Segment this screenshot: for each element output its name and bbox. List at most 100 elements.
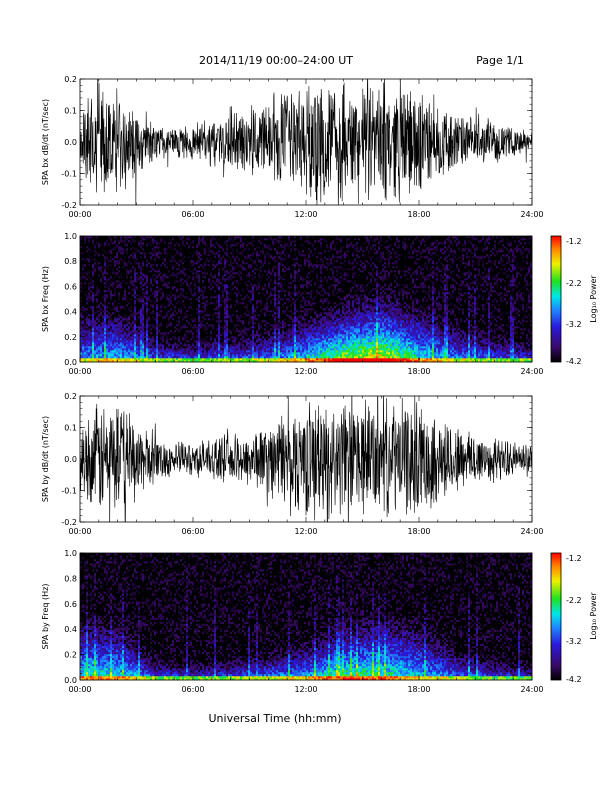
heatmap-cell	[200, 346, 203, 349]
heatmap-cell	[192, 304, 195, 307]
heatmap-cell	[116, 302, 119, 305]
heatmap-cell	[114, 286, 117, 289]
heatmap-cell	[200, 354, 203, 357]
heatmap-cell	[232, 346, 235, 349]
heatmap-cell	[146, 304, 149, 307]
heatmap-cell	[198, 252, 201, 255]
heatmap-cell	[110, 270, 113, 273]
heatmap-cell	[110, 264, 113, 267]
heatmap-cell	[200, 326, 203, 329]
heatmap-cell	[102, 280, 105, 283]
heatmap-cell	[174, 322, 177, 325]
heatmap-cell	[176, 262, 179, 265]
heatmap-cell	[174, 352, 177, 355]
heatmap-cell	[118, 354, 121, 357]
heatmap-cell	[88, 280, 91, 283]
heatmap-cell	[180, 262, 183, 265]
heatmap-cell	[214, 326, 217, 329]
heatmap-cell	[216, 298, 219, 301]
heatmap-cell	[204, 284, 207, 287]
heatmap-cell	[142, 264, 145, 267]
heatmap-cell	[90, 270, 93, 273]
heatmap-cell	[226, 322, 229, 325]
heatmap-cell	[86, 348, 89, 351]
heatmap-cell	[180, 256, 183, 259]
heatmap-cell	[94, 338, 97, 341]
heatmap-cell	[98, 314, 101, 317]
heatmap-cell	[100, 274, 103, 277]
heatmap-cell	[140, 340, 143, 343]
heatmap-cell	[200, 300, 203, 303]
heatmap-cell	[106, 316, 109, 319]
heatmap-cell	[116, 290, 119, 293]
heatmap-cell	[96, 354, 99, 357]
heatmap-cell	[126, 248, 129, 251]
heatmap-cell	[104, 310, 107, 313]
heatmap-cell	[228, 294, 231, 297]
heatmap-cell	[196, 322, 199, 325]
heatmap-cell	[184, 312, 187, 315]
heatmap-cell	[144, 356, 147, 359]
heatmap-cell	[98, 280, 101, 283]
heatmap-cell	[188, 340, 191, 343]
heatmap-cell	[118, 264, 121, 267]
heatmap-cell	[184, 282, 187, 285]
heatmap-cell	[86, 360, 89, 363]
heatmap-cell	[230, 294, 233, 297]
heatmap-cell	[92, 324, 95, 327]
heatmap-cell	[222, 324, 225, 327]
heatmap-cell	[94, 264, 97, 267]
heatmap-cell	[176, 344, 179, 347]
heatmap-cell	[130, 338, 133, 341]
heatmap-cell	[150, 238, 153, 241]
heatmap-cell	[228, 314, 231, 317]
heatmap-cell	[178, 326, 181, 329]
heatmap-cell	[170, 292, 173, 295]
heatmap-cell	[142, 266, 145, 269]
heatmap-cell	[96, 308, 99, 311]
heatmap-cell	[92, 246, 95, 249]
heatmap-cell	[114, 294, 117, 297]
heatmap-cell	[106, 262, 109, 265]
heatmap-cell	[164, 308, 167, 311]
heatmap-cell	[92, 290, 95, 293]
heatmap-cell	[194, 314, 197, 317]
heatmap-cell	[232, 340, 235, 343]
heatmap-cell	[80, 246, 83, 249]
heatmap-cell	[92, 240, 95, 243]
heatmap-cell	[186, 312, 189, 315]
heatmap-cell	[230, 316, 233, 319]
heatmap-cell	[144, 346, 147, 349]
heatmap-cell	[132, 294, 135, 297]
heatmap-cell	[176, 350, 179, 353]
heatmap-cell	[220, 250, 223, 253]
heatmap-cell	[212, 274, 215, 277]
heatmap-cell	[126, 242, 129, 245]
heatmap-cell	[184, 284, 187, 287]
heatmap-cell	[92, 280, 95, 283]
heatmap-cell	[216, 358, 219, 361]
heatmap-cell	[152, 358, 155, 361]
heatmap-cell	[182, 242, 185, 245]
heatmap-cell	[174, 262, 177, 265]
heatmap-cell	[176, 300, 179, 303]
heatmap-cell	[130, 270, 133, 273]
heatmap-cell	[104, 262, 107, 265]
heatmap-cell	[96, 286, 99, 289]
heatmap-cell	[166, 262, 169, 265]
heatmap-cell	[108, 298, 111, 301]
heatmap-cell	[202, 280, 205, 283]
heatmap-cell	[128, 276, 131, 279]
heatmap-cell	[84, 346, 87, 349]
heatmap-cell	[140, 316, 143, 319]
heatmap-cell	[182, 252, 185, 255]
heatmap-cell	[150, 346, 153, 349]
heatmap-cell	[214, 302, 217, 305]
heatmap-cell	[138, 344, 141, 347]
heatmap-cell	[122, 246, 125, 249]
heatmap-cell	[132, 340, 135, 343]
heatmap-cell	[118, 340, 121, 343]
heatmap-cell	[162, 350, 165, 353]
heatmap-cell	[210, 312, 213, 315]
heatmap-cell	[88, 294, 91, 297]
